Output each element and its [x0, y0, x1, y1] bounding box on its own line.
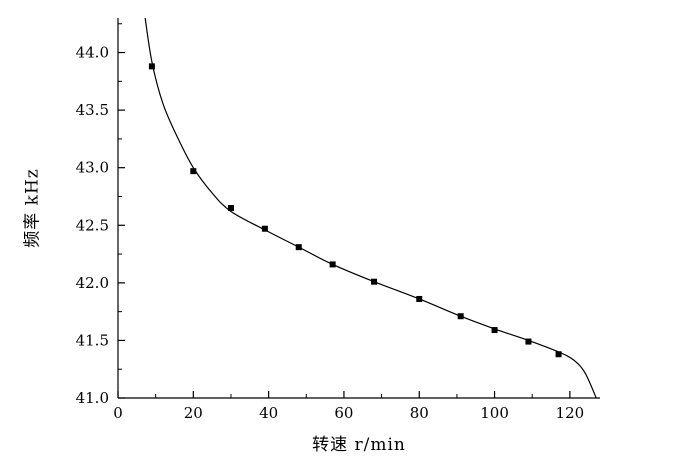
data-point [371, 278, 378, 285]
data-point [457, 313, 464, 320]
x-tick-label: 60 [334, 404, 353, 422]
x-tick-label: 80 [410, 404, 429, 422]
y-tick-label: 44.0 [76, 44, 109, 62]
y-tick-label: 43.5 [76, 101, 109, 119]
y-tick-label: 42.5 [76, 216, 109, 234]
x-tick-label: 0 [113, 404, 123, 422]
data-point [555, 351, 562, 358]
data-point [261, 225, 268, 232]
data-point [416, 295, 423, 302]
y-axis-title: 频率 kHz [22, 168, 43, 248]
x-tick-label: 20 [184, 404, 203, 422]
data-point [525, 338, 532, 345]
data-point [190, 168, 197, 175]
data-point [491, 327, 498, 334]
y-tick-label: 41.0 [76, 389, 109, 407]
x-axis-title: 转速 r/min [312, 435, 406, 455]
y-tick-label: 43.0 [76, 159, 109, 177]
y-tick-label: 42.0 [76, 274, 109, 292]
data-point [148, 63, 155, 70]
x-tick-label: 120 [556, 404, 585, 422]
data-point [329, 261, 336, 268]
x-tick-label: 40 [259, 404, 278, 422]
data-point [227, 205, 234, 211]
x-tick-label: 100 [480, 404, 509, 422]
data-point [295, 244, 302, 251]
y-tick-label: 41.5 [76, 331, 109, 349]
